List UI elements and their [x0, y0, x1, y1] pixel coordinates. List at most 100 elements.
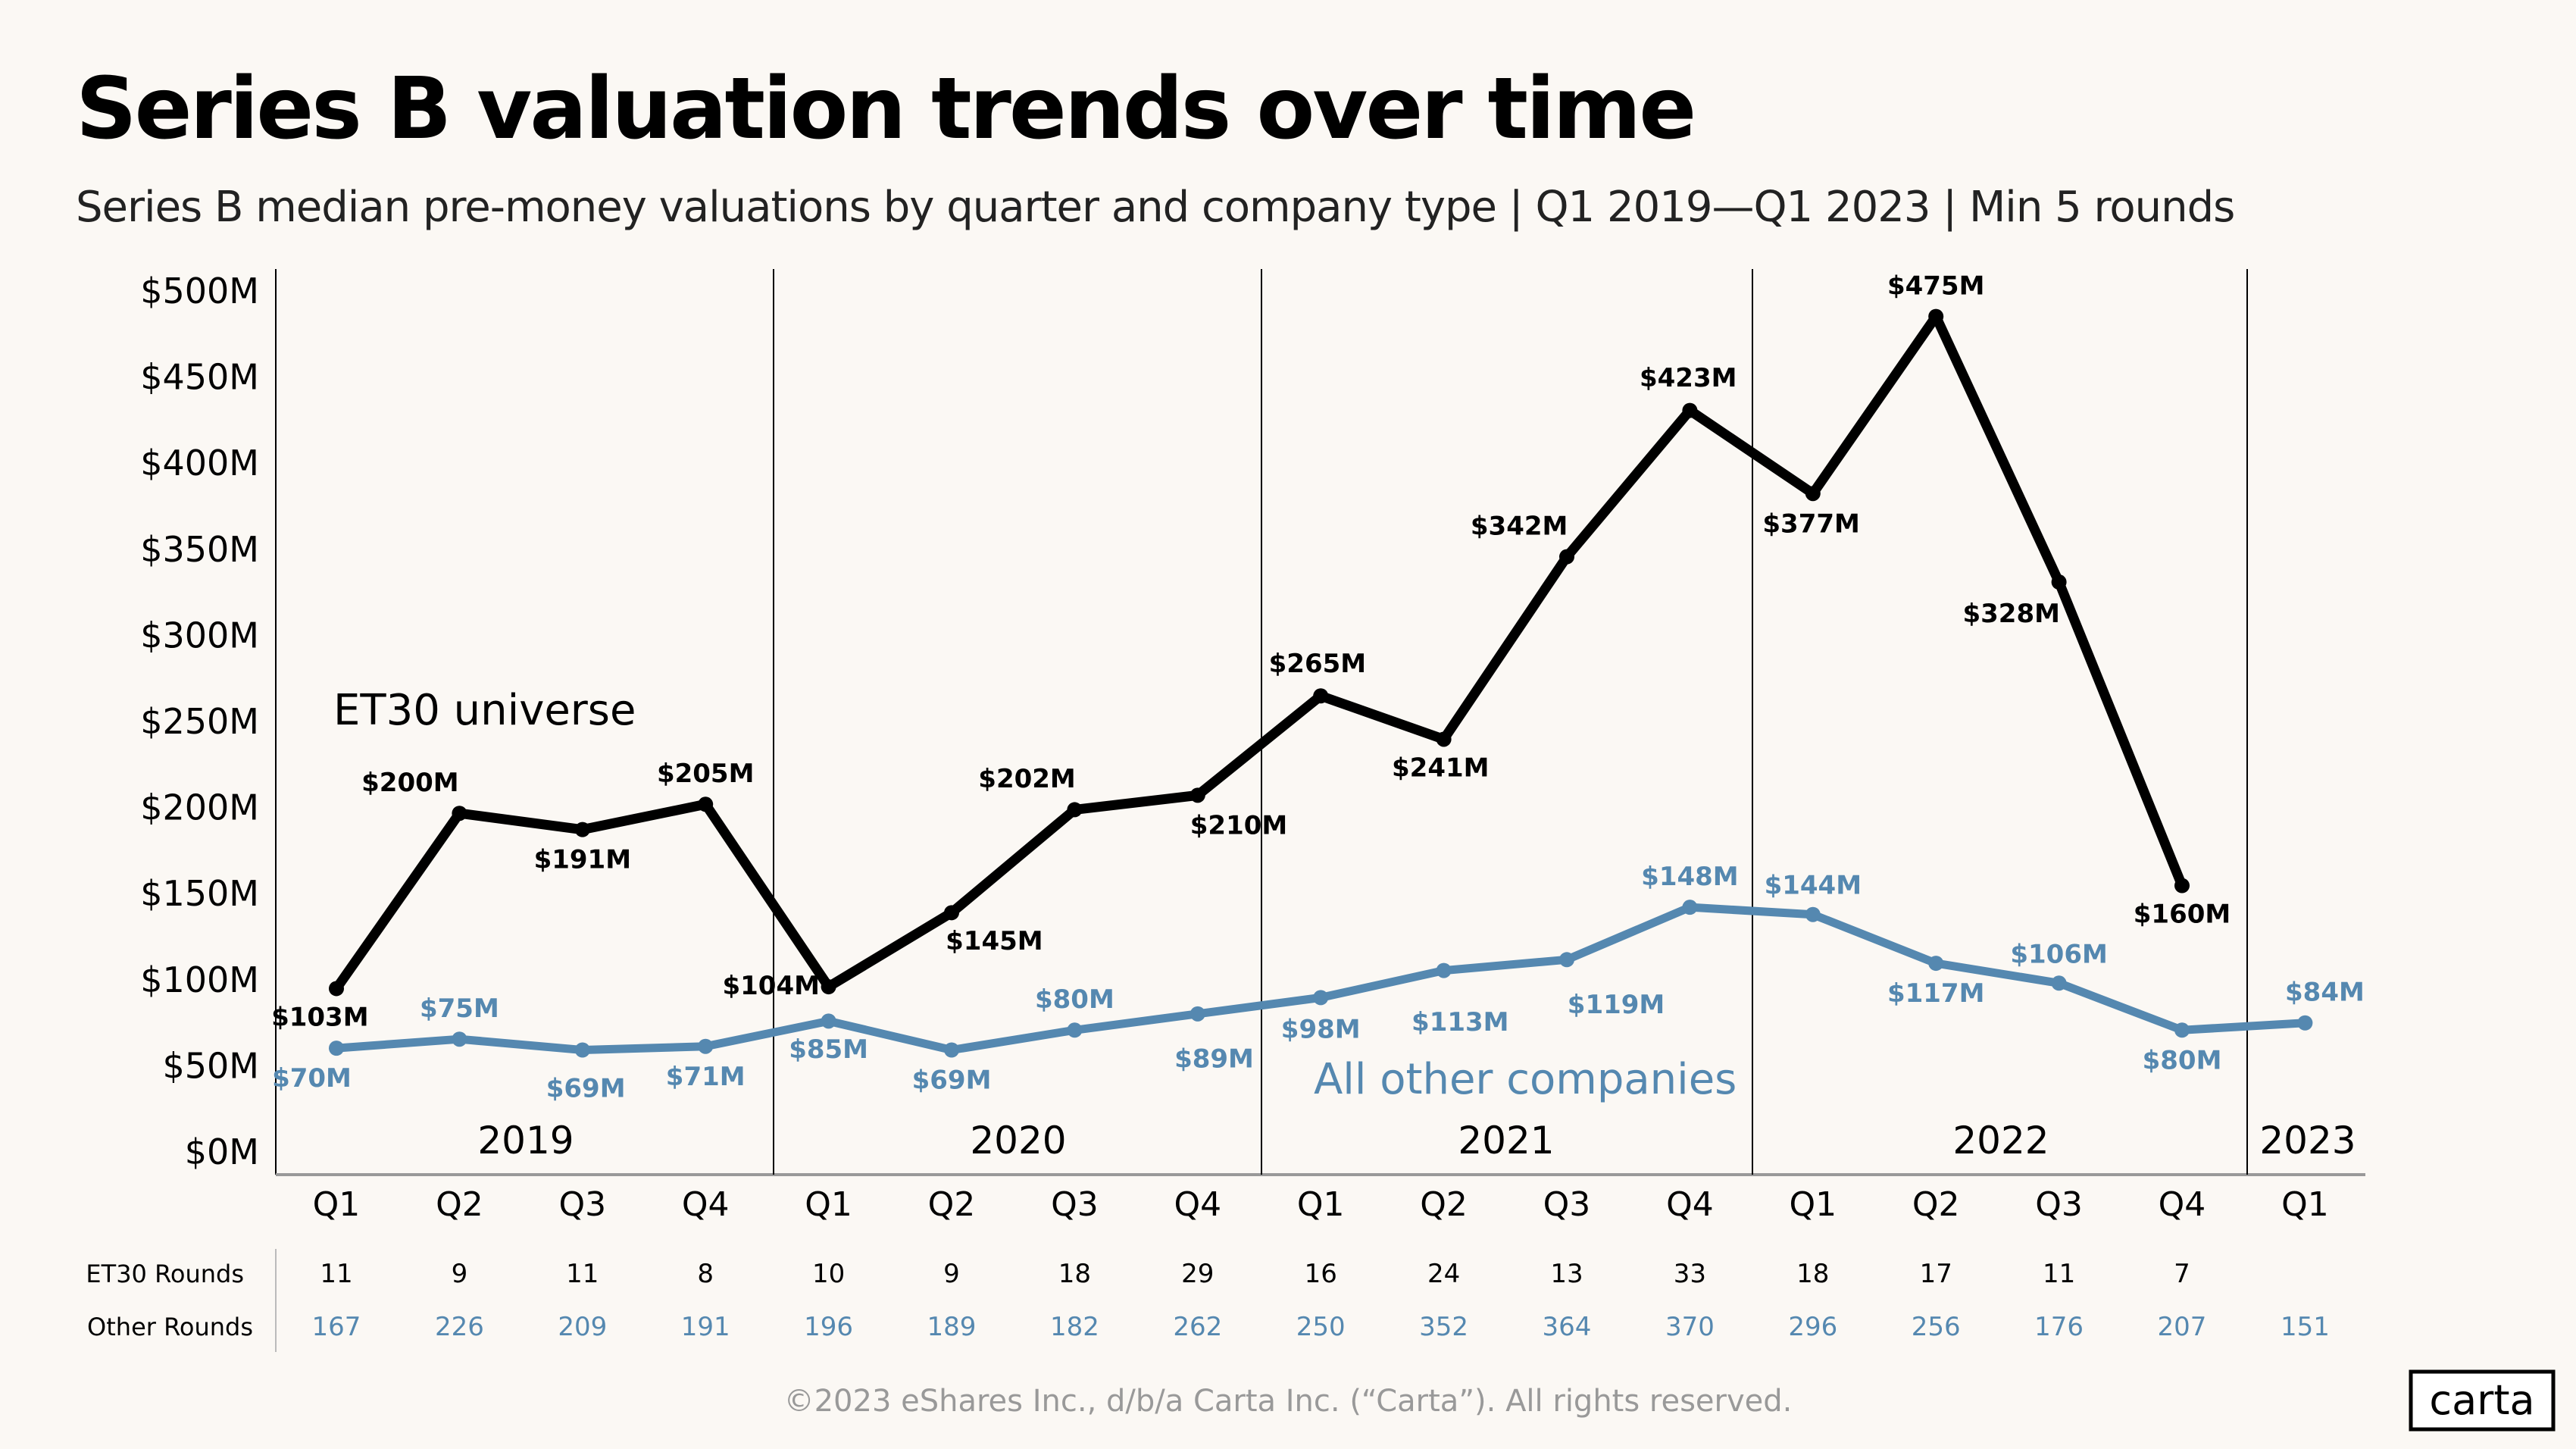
- et30-rounds-value: 18: [1796, 1259, 1829, 1289]
- data-label: $160M: [2134, 899, 2231, 929]
- y-tick-label: $100M: [140, 959, 259, 1000]
- data-point: [2174, 1022, 2190, 1038]
- data-label: $69M: [912, 1066, 992, 1096]
- data-point: [821, 1013, 836, 1029]
- data-point: [1805, 906, 1821, 922]
- x-tick-label: Q1: [1297, 1185, 1345, 1224]
- other-rounds-value: 196: [804, 1312, 853, 1342]
- et30-rounds-value: 18: [1058, 1259, 1091, 1289]
- et30-rounds-value: 33: [1674, 1259, 1706, 1289]
- other-rounds-value: 176: [2034, 1312, 2084, 1342]
- other-rounds-value: 352: [1419, 1312, 1468, 1342]
- page-subtitle: Series B median pre-money valuations by …: [76, 183, 2234, 232]
- data-label: $342M: [1471, 511, 1568, 541]
- data-point: [821, 979, 836, 995]
- other-rounds-value: 250: [1296, 1312, 1346, 1342]
- data-point: [1805, 486, 1821, 502]
- year-label: 2023: [2259, 1119, 2356, 1163]
- data-point: [1067, 802, 1083, 818]
- data-point: [1313, 688, 1329, 704]
- et30-rounds-value: 9: [452, 1259, 468, 1289]
- x-tick-label: Q1: [313, 1185, 361, 1224]
- data-point: [1928, 956, 1944, 972]
- data-label: $117M: [1887, 978, 1984, 1009]
- data-label: $210M: [1190, 810, 1287, 840]
- x-tick-label: Q4: [1666, 1185, 1714, 1224]
- data-point: [452, 1031, 467, 1047]
- x-tick-label: Q3: [558, 1185, 606, 1224]
- x-tick-label: Q4: [1174, 1185, 1221, 1224]
- data-label: $69M: [546, 1073, 626, 1103]
- data-label: $85M: [789, 1034, 868, 1065]
- et30-rounds-value: 11: [566, 1259, 599, 1289]
- x-tick-label: Q1: [2281, 1185, 2329, 1224]
- data-label: $205M: [657, 759, 754, 789]
- data-labels: $70M $75M $69M $71M $85M $69M $80M $89M $98M $113…: [271, 271, 2365, 1103]
- data-label: $148M: [1641, 862, 1738, 892]
- data-point: [574, 1042, 590, 1058]
- et30-rounds-value: 11: [320, 1259, 352, 1289]
- data-point: [452, 806, 467, 822]
- other-rounds-value: 296: [1788, 1312, 1837, 1342]
- data-point: [1436, 731, 1452, 747]
- et30-rounds-value: 11: [2043, 1259, 2075, 1289]
- data-label: $119M: [1568, 990, 1665, 1020]
- data-label: $423M: [1640, 363, 1737, 393]
- year-label: 2020: [970, 1119, 1066, 1163]
- data-point: [698, 796, 714, 812]
- other-rounds-value: 151: [2281, 1312, 2330, 1342]
- data-label: $200M: [361, 768, 458, 798]
- et30-rounds-value: 9: [943, 1259, 960, 1289]
- y-tick-label: $250M: [140, 701, 259, 742]
- other-rounds-value: 256: [1912, 1312, 1961, 1342]
- carta-logo: carta: [2409, 1369, 2556, 1432]
- series-lines: [329, 308, 2313, 1058]
- copyright: ©2023 eShares Inc., d/b/a Carta Inc. (“C…: [784, 1384, 1793, 1419]
- data-label: $191M: [534, 845, 631, 875]
- y-tick-label: $500M: [140, 271, 259, 311]
- other-rounds-value: 191: [681, 1312, 730, 1342]
- legend-et30: ET30 universe: [333, 686, 636, 735]
- data-label: $84M: [2285, 978, 2365, 1008]
- data-point: [1190, 787, 1205, 803]
- page-title: Series B valuation trends over time: [76, 60, 1694, 158]
- et30-rounds-value: 10: [812, 1259, 845, 1289]
- data-point: [2051, 574, 2067, 590]
- other-rounds-label: Other Rounds: [87, 1313, 253, 1341]
- x-tick-label: Q3: [2035, 1185, 2083, 1224]
- et30-rounds-value: 7: [2174, 1259, 2190, 1289]
- data-point: [1313, 990, 1329, 1006]
- et30-rounds-value: 16: [1305, 1259, 1337, 1289]
- y-tick-label: $300M: [140, 615, 259, 656]
- et30-rounds-value: 29: [1181, 1259, 1214, 1289]
- data-label: $103M: [271, 1002, 368, 1032]
- data-label: $113M: [1411, 1007, 1508, 1037]
- y-tick-label: $200M: [140, 787, 259, 828]
- y-tick-label: $350M: [140, 529, 259, 570]
- series-line-et30: [332, 311, 2187, 992]
- year-label: 2021: [1458, 1119, 1554, 1163]
- data-point: [329, 981, 344, 997]
- y-tick-label: $50M: [163, 1045, 260, 1086]
- data-point: [1682, 900, 1698, 915]
- axes: $0M $50M $100M $150M $200M $250M $300M $350M $40…: [140, 269, 2365, 1224]
- other-rounds-value: 364: [1543, 1312, 1592, 1342]
- data-label: $145M: [946, 926, 1043, 956]
- data-point: [944, 1042, 959, 1058]
- other-rounds-value: 226: [435, 1312, 484, 1342]
- data-label: $104M: [722, 971, 819, 1001]
- y-tick-label: $0M: [185, 1131, 259, 1172]
- data-point: [698, 1038, 714, 1054]
- other-rounds-value: 207: [2158, 1312, 2207, 1342]
- other-rounds-value: 370: [1665, 1312, 1715, 1342]
- data-label: $80M: [1035, 984, 1114, 1015]
- data-label: $265M: [1269, 649, 1366, 679]
- data-point: [2297, 1015, 2313, 1031]
- other-rounds-value: 262: [1173, 1312, 1222, 1342]
- et30-rounds-value: 13: [1550, 1259, 1583, 1289]
- other-rounds-value: 167: [312, 1312, 361, 1342]
- other-rounds-value: 189: [927, 1312, 977, 1342]
- y-tick-label: $400M: [140, 443, 259, 484]
- data-point: [1682, 402, 1698, 418]
